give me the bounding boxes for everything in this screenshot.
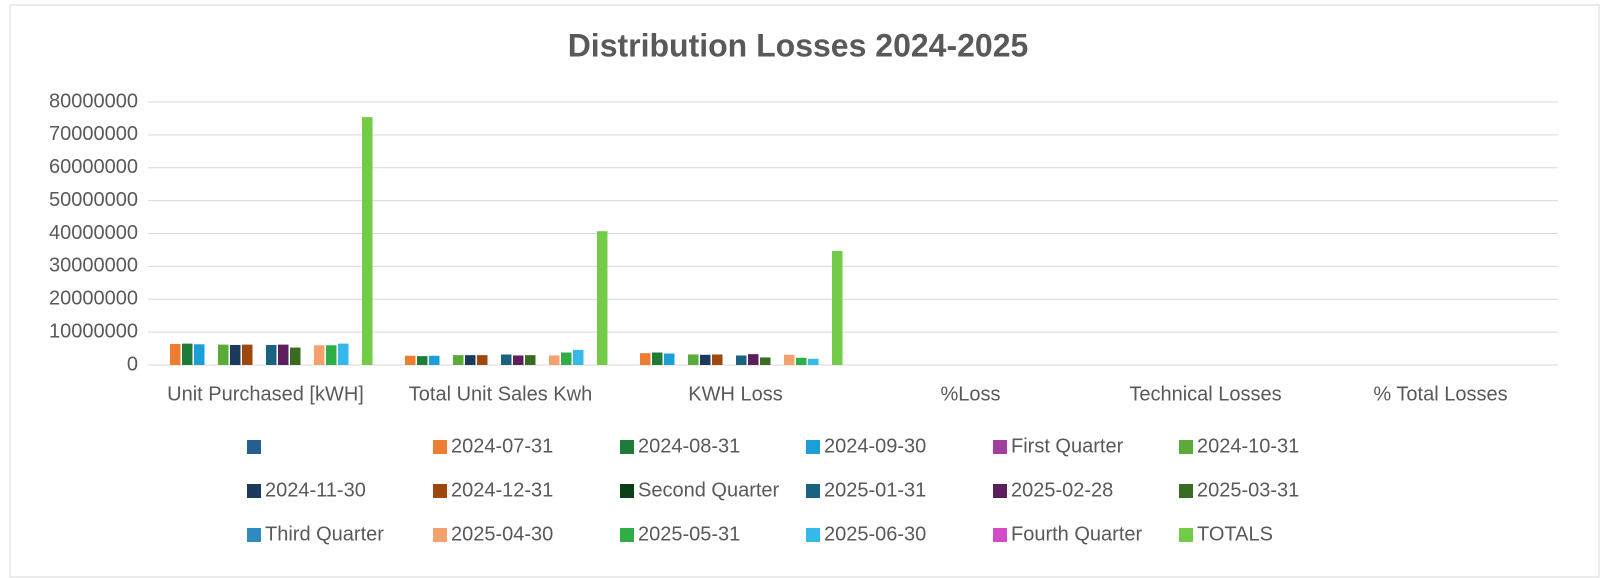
y-tick-label: 50000000	[49, 189, 138, 211]
bar	[652, 352, 663, 365]
x-tick-label: Technical Losses	[1129, 383, 1281, 405]
bar	[832, 250, 843, 365]
x-tick-label: KWH Loss	[688, 383, 782, 405]
legend-label: 2024-11-30	[265, 479, 366, 501]
legend-label: 2025-02-28	[1011, 479, 1113, 501]
y-tick-label: 60000000	[49, 156, 138, 178]
legend-label: 2025-01-31	[824, 479, 926, 501]
bar	[453, 355, 464, 365]
bar	[525, 355, 536, 365]
bar	[230, 344, 241, 365]
bar	[597, 231, 608, 365]
y-tick-label: 30000000	[49, 255, 138, 277]
bar	[465, 355, 476, 365]
legend-label: 2025-03-31	[1197, 479, 1299, 501]
x-tick-label: % Total Losses	[1373, 383, 1507, 405]
bar	[314, 345, 325, 365]
bar	[561, 352, 572, 365]
bar	[664, 353, 675, 365]
x-tick-label: Total Unit Sales Kwh	[409, 383, 592, 405]
legend-label: Fourth Quarter	[1011, 523, 1143, 545]
bar	[194, 344, 205, 365]
bar	[170, 343, 181, 365]
legend-swatch	[247, 484, 261, 498]
bar	[242, 344, 253, 365]
bar	[266, 344, 277, 365]
y-tick-label: 80000000	[49, 90, 138, 112]
legend-label: 2024-10-31	[1197, 435, 1299, 457]
bar	[417, 356, 428, 365]
legend-swatch	[433, 484, 447, 498]
bar	[513, 355, 524, 365]
legend-label: 2024-12-31	[451, 479, 553, 501]
bar	[640, 353, 651, 365]
y-tick-label: 0	[127, 353, 138, 375]
legend-swatch	[433, 528, 447, 542]
legend-swatch	[993, 484, 1007, 498]
legend-swatch	[1179, 440, 1193, 454]
x-tick-label: Unit Purchased [kWH]	[167, 383, 364, 405]
bar	[573, 349, 584, 365]
chart-border	[9, 4, 1600, 578]
bar	[712, 354, 723, 365]
bar	[362, 117, 373, 365]
y-tick-label: 10000000	[49, 320, 138, 342]
legend-swatch	[993, 528, 1007, 542]
legend-label: 2024-09-30	[824, 435, 926, 457]
bar	[700, 354, 711, 365]
legend-label: 2024-08-31	[638, 435, 740, 457]
bar	[784, 354, 795, 365]
legend-swatch	[433, 440, 447, 454]
legend-swatch	[806, 440, 820, 454]
bar	[338, 343, 349, 365]
y-tick-label: 70000000	[49, 123, 138, 145]
bar	[796, 357, 807, 365]
legend-label: 2025-06-30	[824, 523, 926, 545]
bar	[278, 344, 289, 365]
legend-swatch	[993, 440, 1007, 454]
bar	[326, 345, 337, 365]
bar	[760, 357, 771, 365]
legend-label: Third Quarter	[265, 523, 384, 545]
legend-label: First Quarter	[1011, 435, 1124, 457]
chart-title: Distribution Losses 2024-2025	[568, 27, 1029, 63]
bar	[748, 354, 759, 365]
y-tick-label: 20000000	[49, 288, 138, 310]
bar	[501, 354, 512, 365]
legend-swatch	[247, 440, 261, 454]
legend-swatch	[806, 484, 820, 498]
legend-label: Second Quarter	[638, 479, 780, 501]
bar	[808, 358, 819, 365]
bar	[736, 355, 747, 365]
legend-label: 2024-07-31	[451, 435, 553, 457]
bar	[218, 344, 229, 365]
legend-swatch	[806, 528, 820, 542]
bar	[405, 355, 416, 365]
bar	[477, 355, 488, 365]
legend-label: 2025-05-31	[638, 523, 740, 545]
y-tick-label: 40000000	[49, 222, 138, 244]
bar	[549, 355, 560, 365]
legend-swatch	[1179, 484, 1193, 498]
legend-swatch	[620, 440, 634, 454]
legend-swatch	[1179, 528, 1193, 542]
bar	[688, 354, 699, 365]
x-tick-label: %Loss	[940, 383, 1000, 405]
legend-label: TOTALS	[1197, 523, 1273, 545]
bar	[429, 355, 440, 365]
legend-label: 2025-04-30	[451, 523, 553, 545]
legend-swatch	[620, 528, 634, 542]
bar	[290, 347, 301, 365]
legend-swatch	[620, 484, 634, 498]
legend-swatch	[247, 528, 261, 542]
bar	[182, 343, 193, 365]
